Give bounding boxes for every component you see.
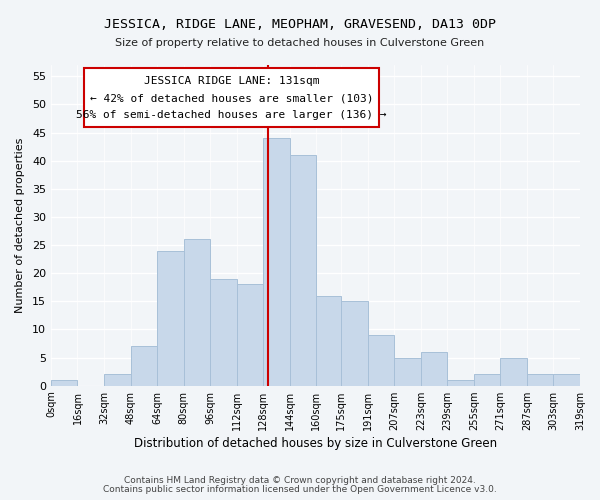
Bar — [290, 155, 316, 386]
Bar — [131, 346, 157, 386]
Text: Contains public sector information licensed under the Open Government Licence v3: Contains public sector information licen… — [103, 485, 497, 494]
Text: ← 42% of detached houses are smaller (103): ← 42% of detached houses are smaller (10… — [90, 93, 373, 103]
Bar — [341, 302, 368, 386]
Bar — [236, 284, 263, 386]
FancyBboxPatch shape — [84, 68, 379, 127]
X-axis label: Distribution of detached houses by size in Culverstone Green: Distribution of detached houses by size … — [134, 437, 497, 450]
Text: Size of property relative to detached houses in Culverstone Green: Size of property relative to detached ho… — [115, 38, 485, 48]
Bar — [51, 380, 77, 386]
Bar — [316, 296, 341, 386]
Bar — [474, 374, 500, 386]
Text: JESSICA, RIDGE LANE, MEOPHAM, GRAVESEND, DA13 0DP: JESSICA, RIDGE LANE, MEOPHAM, GRAVESEND,… — [104, 18, 496, 30]
Bar — [157, 250, 184, 386]
Bar — [394, 358, 421, 386]
Bar — [553, 374, 580, 386]
Text: JESSICA RIDGE LANE: 131sqm: JESSICA RIDGE LANE: 131sqm — [144, 76, 319, 86]
Bar — [104, 374, 131, 386]
Bar — [210, 279, 236, 386]
Bar — [263, 138, 290, 386]
Y-axis label: Number of detached properties: Number of detached properties — [15, 138, 25, 313]
Bar — [527, 374, 553, 386]
Bar — [448, 380, 474, 386]
Text: 56% of semi-detached houses are larger (136) →: 56% of semi-detached houses are larger (… — [76, 110, 387, 120]
Bar — [500, 358, 527, 386]
Bar — [368, 335, 394, 386]
Bar — [421, 352, 448, 386]
Bar — [184, 240, 210, 386]
Text: Contains HM Land Registry data © Crown copyright and database right 2024.: Contains HM Land Registry data © Crown c… — [124, 476, 476, 485]
